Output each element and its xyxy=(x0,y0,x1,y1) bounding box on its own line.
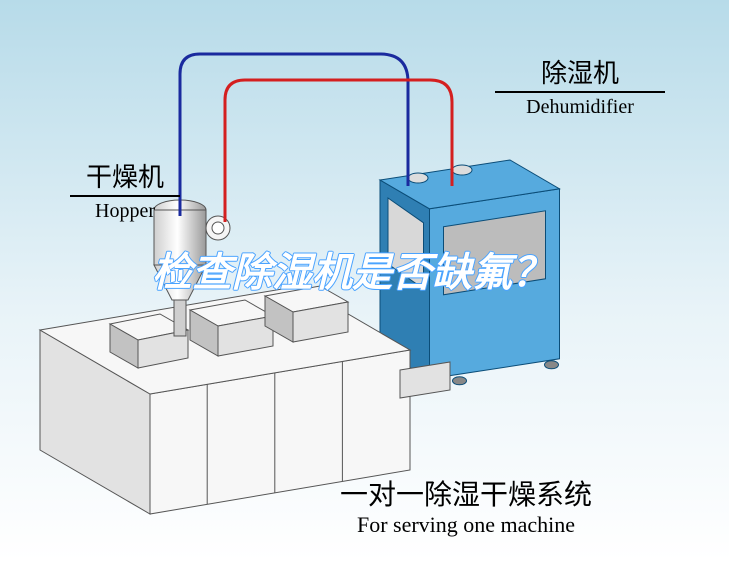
svg-text:检查除湿机是否缺氟？: 检查除湿机是否缺氟？ xyxy=(152,251,552,295)
diagram-canvas: 除湿机 Dehumidifier 干燥机 Hopper 一对一除湿干燥系统 Fo… xyxy=(0,0,729,561)
overlay-title: 检查除湿机是否缺氟？ xyxy=(0,0,729,561)
